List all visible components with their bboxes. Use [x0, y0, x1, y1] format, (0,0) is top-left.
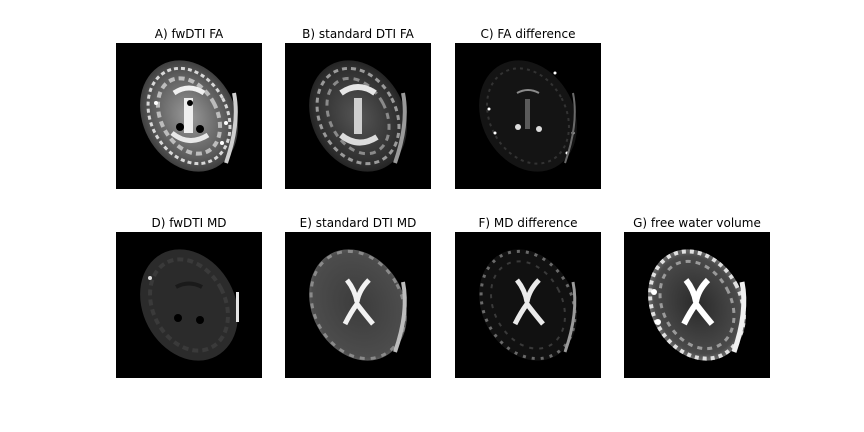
- image-md-difference: [455, 232, 601, 378]
- panel-title-md-difference: F) MD difference: [478, 216, 578, 230]
- panel-title-standard-dti-fa: B) standard DTI FA: [302, 27, 414, 41]
- panel-title-free-water-volume: G) free water volume: [633, 216, 761, 230]
- panel-title-fwdti-md: D) fwDTI MD: [151, 216, 227, 230]
- image-fwdti-fa: [116, 43, 262, 189]
- image-standard-dti-md: [285, 232, 431, 378]
- panel-title-standard-dti-md: E) standard DTI MD: [299, 216, 417, 230]
- panel-title-fa-difference: C) FA difference: [480, 27, 576, 41]
- image-standard-dti-fa: [285, 43, 431, 189]
- panel-title-fwdti-fa: A) fwDTI FA: [154, 27, 224, 41]
- image-fwdti-md: [116, 232, 262, 378]
- image-fa-difference: [455, 43, 601, 189]
- image-free-water-volume: [624, 232, 770, 378]
